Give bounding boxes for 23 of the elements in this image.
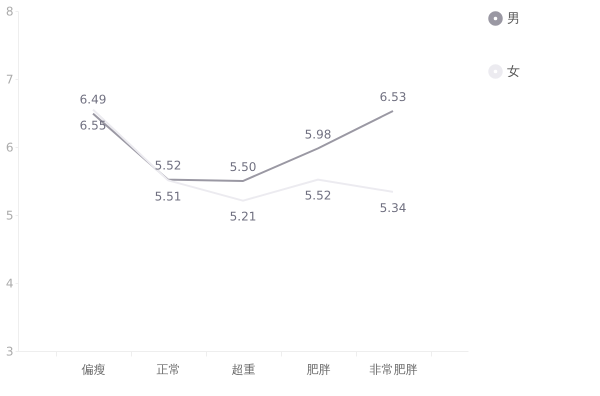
data-label: 5.52 [304, 188, 332, 203]
data-label: 6.55 [80, 118, 106, 133]
data-label: 5.21 [230, 210, 256, 224]
data-label: 5.98 [304, 127, 332, 142]
x-tick-label: 偏瘦 [82, 362, 106, 376]
x-tick-label: 超重 [232, 362, 256, 376]
y-tick-label: 5 [6, 208, 14, 222]
x-tick-label: 非常肥胖 [370, 362, 418, 376]
y-tick-label: 7 [6, 72, 14, 86]
x-tick-label: 正常 [156, 362, 180, 376]
legend-label: 女 [507, 64, 520, 80]
y-tick-label: 4 [6, 276, 14, 290]
data-label: 5.51 [154, 189, 182, 204]
data-label: 6.53 [380, 90, 406, 104]
y-tick-label: 8 [6, 4, 14, 18]
data-label: 5.34 [380, 200, 406, 215]
data-label: 5.50 [230, 160, 256, 174]
data-label: 6.49 [80, 92, 106, 107]
x-tick-label: 肥胖 [306, 362, 330, 376]
data-label: 5.52 [154, 158, 182, 173]
y-tick-label: 6 [6, 140, 14, 154]
legend-label: 男 [507, 12, 520, 26]
y-tick-label: 3 [6, 344, 14, 358]
